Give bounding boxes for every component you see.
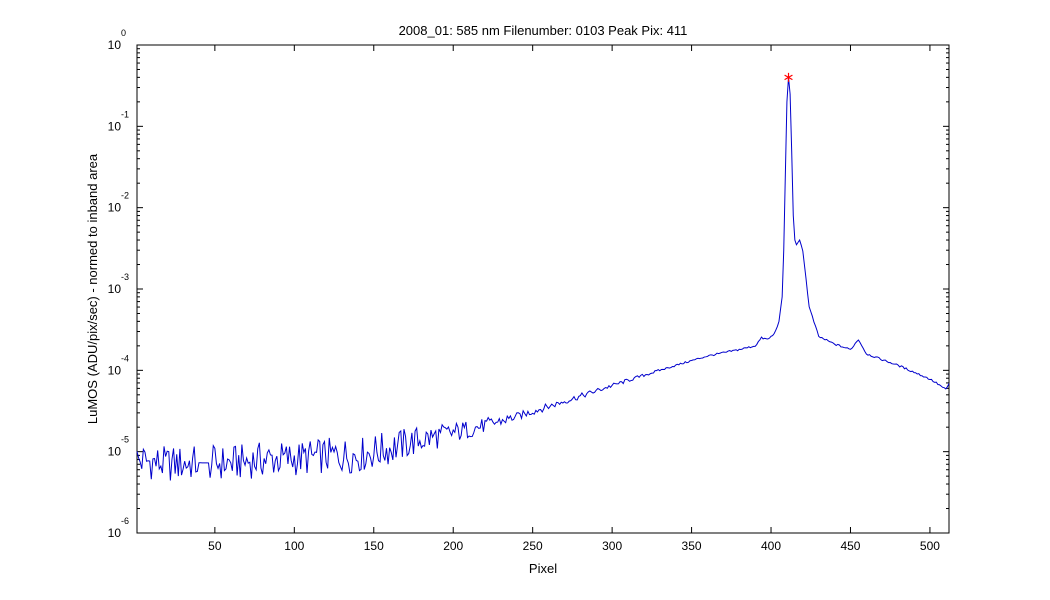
peak-marker-stroke <box>784 74 793 81</box>
y-tick-exponent: -1 <box>121 109 129 119</box>
y-tick-label: 10 <box>108 119 122 133</box>
x-tick-label: 50 <box>208 539 222 553</box>
x-axis-ticks: 50 100 150 200 250 300 350 400 450 500 <box>208 45 940 553</box>
x-axis-label: Pixel <box>529 561 557 576</box>
x-tick-label: 350 <box>682 539 702 553</box>
x-tick-label: 150 <box>364 539 384 553</box>
y-tick-label: 10 <box>108 526 122 540</box>
y-tick-exponent: -6 <box>121 516 129 526</box>
chart-title: 2008_01: 585 nm Filenumber: 0103 Peak Pi… <box>399 23 688 38</box>
x-tick-label: 250 <box>523 539 543 553</box>
y-tick-exponent: -4 <box>121 353 129 363</box>
y-tick-label: 10 <box>108 363 122 377</box>
y-tick-label: 10 <box>108 445 122 459</box>
x-tick-label: 400 <box>761 539 781 553</box>
peak-marker <box>784 72 793 82</box>
y-axis-label: LuMOS (ADU/pix/sec) - normed to inband a… <box>85 153 100 424</box>
y-tick-exponent: -5 <box>121 435 129 445</box>
y-tick-exponent: -3 <box>121 272 129 282</box>
x-tick-label: 500 <box>920 539 940 553</box>
plot-area <box>136 44 950 534</box>
x-tick-label: 200 <box>443 539 463 553</box>
y-tick-exponent: -2 <box>121 191 129 201</box>
series-line <box>136 77 950 481</box>
x-tick-label: 100 <box>284 539 304 553</box>
y-tick-label: 10 <box>108 38 122 52</box>
y-tick-label: 10 <box>108 201 122 215</box>
x-tick-label: 300 <box>602 539 622 553</box>
y-tick-exponent: 0 <box>121 28 126 38</box>
y-tick-label: 10 <box>108 282 122 296</box>
x-tick-label: 450 <box>840 539 860 553</box>
